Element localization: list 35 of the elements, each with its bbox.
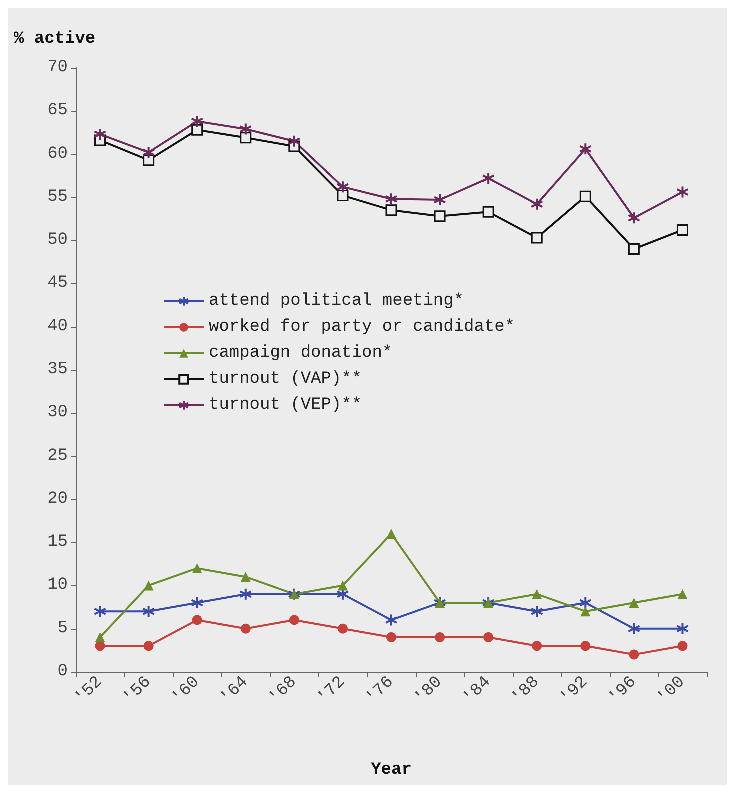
- legend-label: attend political meeting*: [209, 292, 464, 311]
- y-tick-label: 45: [48, 274, 68, 294]
- y-tick-label: 15: [48, 533, 68, 552]
- x-tick-label: '84: [460, 673, 496, 708]
- y-tick-label: 25: [48, 446, 68, 466]
- y-tick-label: 70: [48, 58, 68, 78]
- legend-label: worked for party or candidate*: [209, 318, 516, 337]
- y-tick-label: 65: [48, 102, 68, 121]
- x-tick-label: '76: [363, 673, 398, 708]
- y-tick-label: 5: [58, 619, 68, 638]
- y-axis-title: % active: [14, 30, 96, 49]
- x-axis-title: Year: [371, 761, 412, 780]
- x-tick-label: '96: [606, 673, 641, 708]
- y-tick-label: 55: [48, 188, 68, 207]
- legend-label: campaign donation*: [209, 344, 393, 363]
- x-tick-label: '72: [314, 673, 350, 708]
- x-tick-label: '60: [169, 673, 204, 708]
- legend-label: turnout (VAP)**: [209, 370, 362, 389]
- y-tick-label: 10: [48, 576, 68, 596]
- y-tick-label: 35: [48, 360, 68, 380]
- x-tick-label: '80: [412, 673, 447, 708]
- y-tick-label: 40: [48, 317, 68, 336]
- y-tick-label: 30: [48, 404, 68, 423]
- x-tick-label: '64: [218, 673, 253, 708]
- y-tick-label: 60: [48, 144, 68, 164]
- x-tick-label: '56: [120, 673, 156, 708]
- x-tick-label: '52: [72, 673, 107, 708]
- x-tick-label: '92: [557, 673, 592, 708]
- x-tick-label: '00: [654, 673, 690, 708]
- y-tick-label: 20: [48, 490, 68, 509]
- x-tick-label: '88: [508, 673, 544, 708]
- legend-label: turnout (VEP)**: [209, 396, 362, 415]
- y-tick-label: 50: [48, 231, 68, 250]
- y-tick-label: 0: [58, 662, 68, 682]
- x-tick-label: '68: [266, 673, 302, 708]
